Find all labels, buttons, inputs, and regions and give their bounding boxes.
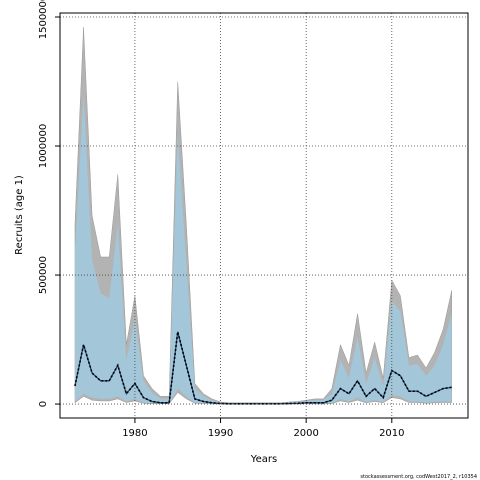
- y-tick-label: 1000000: [38, 124, 49, 169]
- y-tick-label: 0: [38, 401, 49, 407]
- x-tick-label: 1990: [208, 428, 233, 439]
- estimate-line: [74, 331, 452, 405]
- footer: stockassessment.org, codWest2017_2, r103…: [360, 474, 477, 480]
- y-tick-label: 500000: [38, 256, 49, 294]
- x-axis-label: Years: [250, 454, 277, 465]
- confidence-band: [74, 94, 452, 404]
- x-tick-label: 2010: [379, 428, 404, 439]
- x-tick-label: 2000: [293, 428, 318, 439]
- y-axis-label: Recruits (age 1): [14, 175, 25, 255]
- plot-frame: [59, 12, 469, 419]
- y-tick-label: 1500000: [38, 0, 49, 39]
- x-tick-label: 1980: [122, 428, 147, 439]
